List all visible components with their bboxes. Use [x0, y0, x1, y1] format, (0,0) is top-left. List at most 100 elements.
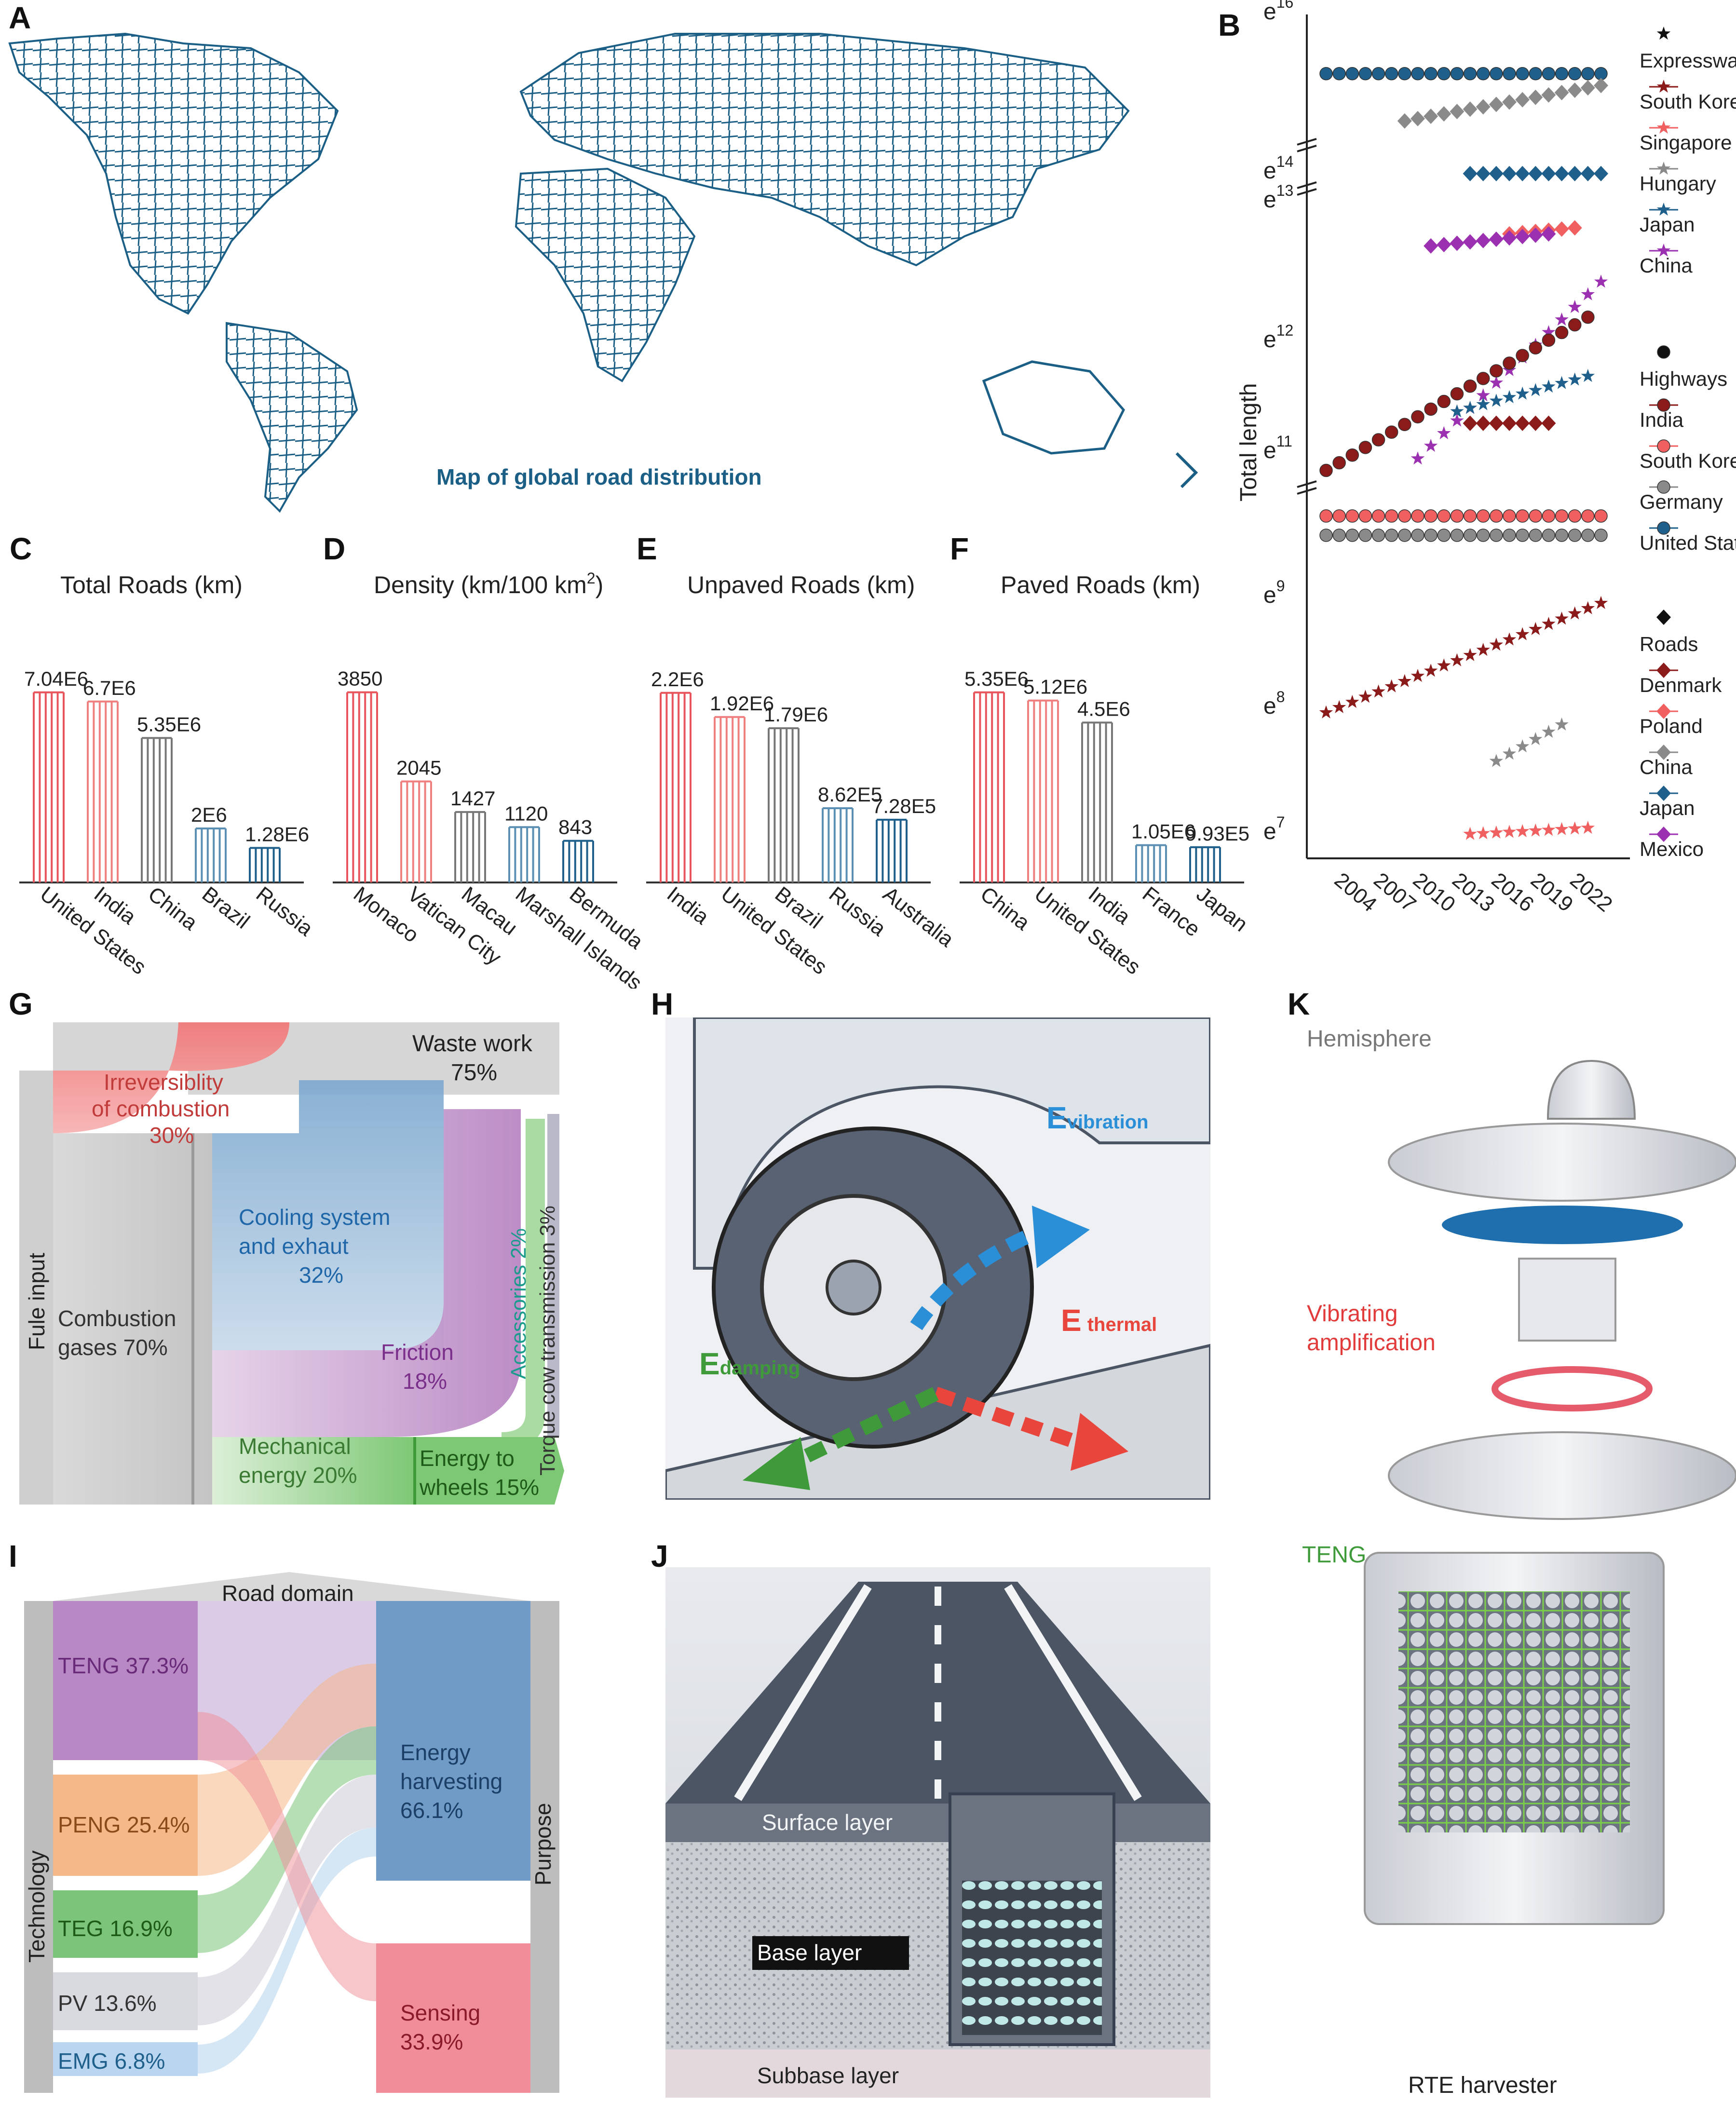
bar-japan	[1189, 846, 1221, 882]
y-tick-label: e8	[1263, 688, 1285, 719]
x-tick-label: 2016	[1487, 868, 1538, 916]
legend-entry	[1649, 162, 1678, 175]
bar-category-label: China	[976, 882, 1034, 935]
bottom-cap	[1388, 1431, 1736, 1520]
panel-label-d: D	[323, 531, 345, 566]
panel-b: e16 e14 e13 e12 e11 e9 e8 e7 Total length 2004 200…	[1234, 0, 1736, 964]
bar-australia	[876, 818, 908, 882]
legend-group-title: Highways	[1640, 367, 1727, 390]
x-tick-label: 2004	[1330, 868, 1381, 916]
teng-node	[53, 1601, 198, 1760]
x-tick-label: 2022	[1565, 868, 1616, 916]
technology-bar	[24, 1601, 53, 2093]
emg-node	[53, 2042, 198, 2076]
wheels-flow	[415, 1437, 564, 1505]
sensing-pct: 33.9%	[400, 2029, 463, 2054]
energy-sankey: Waste work 75% Irreversiblity of combust…	[19, 1022, 564, 1505]
sensing-label: Sensing	[400, 2000, 480, 2025]
bar-russia	[249, 847, 281, 882]
harvester-exploded-view: Hemisphere Vibrating amplification TENG …	[1302, 1026, 1736, 2098]
legend-entry	[1649, 827, 1678, 842]
panel-label-f: F	[950, 531, 969, 566]
x-tick-label: 2007	[1369, 868, 1420, 916]
legend-label: Germany	[1640, 490, 1723, 513]
bar-india	[660, 692, 692, 882]
bar-india	[1081, 721, 1113, 882]
bar-value-label: 1.05E6	[1131, 820, 1195, 843]
bar-marshall-islands	[508, 826, 540, 882]
legend-entry	[1649, 480, 1678, 494]
bar-value-label: 843	[558, 816, 592, 839]
combustion-block	[53, 1133, 212, 1505]
bar-category-label: Brazil	[198, 882, 254, 933]
bar-title-f: Paved Roads (km)	[1001, 571, 1200, 598]
bar-brazil	[768, 727, 800, 882]
panel-label-e: E	[637, 531, 657, 566]
wheels-label: Energy to	[420, 1446, 515, 1471]
legend-label: China	[1640, 254, 1693, 277]
bar-panels: C Total Roads (km) 7.04E6 United States 6.7E…	[0, 526, 1254, 995]
legend-label: United States	[1640, 531, 1736, 554]
legend-entry	[1649, 121, 1678, 134]
series-star-south-korea	[1319, 596, 1608, 719]
bar-value-label: 1.92E6	[710, 692, 774, 715]
bar-value-label: 5.12E6	[1023, 676, 1087, 698]
blue-disc	[1442, 1206, 1683, 1244]
legend-entry	[1649, 80, 1678, 93]
thermal-arrow	[933, 1386, 1128, 1471]
hemisphere	[1546, 1059, 1636, 1120]
x-tick-label: 2019	[1526, 868, 1577, 916]
subbase-layer	[665, 2049, 1210, 2098]
bar-value-label: 1120	[504, 802, 548, 825]
legend-label: Hungary	[1640, 172, 1716, 195]
bar-india	[87, 700, 119, 882]
island-new-zealand	[1175, 452, 1198, 488]
legend-entry	[1649, 244, 1678, 257]
legend-group-marker	[1657, 345, 1670, 359]
panel-label-c: C	[10, 531, 32, 566]
bar-value-label: 2.2E6	[651, 668, 704, 691]
bar-value-label: 8.62E5	[818, 783, 882, 806]
panel-label-b: B	[1218, 8, 1241, 42]
legend-label: South Korea	[1640, 90, 1736, 113]
cooling-label-2: and exhaut	[239, 1234, 349, 1259]
legend-label: Poland	[1640, 715, 1703, 737]
legend-group-title: Expressways	[1640, 49, 1736, 72]
bar-value-label: 1.79E6	[764, 703, 828, 726]
series-ball-germany	[1319, 529, 1608, 542]
series-diamond-china	[1397, 78, 1608, 129]
y-tick-label: e9	[1263, 577, 1285, 608]
legend-entry	[1649, 745, 1678, 760]
sensing-node	[376, 1943, 530, 2093]
bar-vatican-city	[400, 780, 432, 882]
panel-label-h: H	[651, 987, 674, 1021]
series-diamond-denmark	[1463, 415, 1556, 431]
series-star-hungary	[1489, 717, 1569, 767]
cooling-flow	[212, 1080, 444, 1350]
hemisphere-label: Hemisphere	[1307, 1026, 1432, 1052]
x-tick-label: 2010	[1409, 868, 1460, 916]
e-damping-label: Edamping	[699, 1346, 800, 1381]
y-tick-label: e7	[1263, 814, 1285, 844]
red-spring	[1492, 1366, 1653, 1411]
cooling-pct: 32%	[299, 1262, 343, 1288]
legend-label: Japan	[1640, 797, 1695, 819]
mechanical-flow	[212, 1437, 415, 1505]
panel-label-g: G	[9, 987, 33, 1021]
bar-value-label: 7.28E5	[872, 795, 936, 817]
bar-value-label: 6.7E6	[83, 677, 136, 699]
teg-node	[53, 1890, 198, 1958]
bar-china	[973, 691, 1005, 882]
irrev-label: Irreversiblity	[104, 1070, 223, 1095]
bar-value-label: 4.5E6	[1077, 697, 1130, 720]
teng-label: TENG 37.3%	[58, 1653, 189, 1678]
y-tick-label: e11	[1263, 433, 1292, 463]
surface-label: Surface layer	[762, 1810, 893, 1835]
bar-value-label: 1.28E6	[245, 823, 309, 845]
legend-group-marker	[1656, 27, 1671, 40]
cooling-label: Cooling system	[239, 1205, 390, 1230]
irreversibility-flow	[53, 1022, 289, 1133]
friction-label: Friction	[381, 1340, 454, 1365]
